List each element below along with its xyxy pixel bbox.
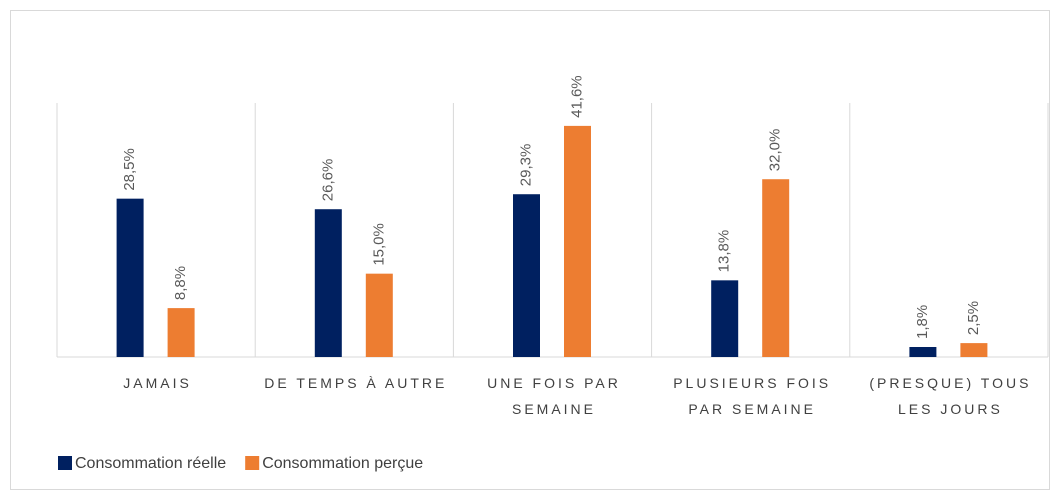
value-label: 32,0% [767, 129, 784, 172]
bar [762, 179, 790, 357]
legend-label: Consommation perçue [262, 455, 423, 472]
bar [365, 273, 393, 357]
x-tick-label: DE TEMPS À AUTRE [264, 375, 448, 391]
x-tick-label: UNE FOIS PAR SEMAINE [487, 375, 621, 417]
value-label: 1,8% [914, 305, 931, 339]
bar [116, 198, 144, 357]
bar [314, 209, 342, 357]
bar [513, 194, 540, 357]
value-label: 15,0% [370, 223, 387, 266]
legend-label: Consommation réelle [75, 455, 226, 472]
value-label: 26,6% [319, 159, 336, 202]
bar [167, 308, 195, 357]
bar [960, 343, 988, 357]
x-tick-label: PLUSIEURS FOIS PAR SEMAINE [673, 375, 832, 417]
bar [564, 125, 591, 357]
x-tick-label: JAMAIS [123, 375, 192, 391]
value-label: 2,5% [965, 301, 982, 335]
bar [909, 347, 937, 357]
x-tick-label: (PRESQUE) TOUS LES JOURS [869, 375, 1032, 417]
legend-swatch [58, 456, 72, 470]
value-label: 28,5% [121, 148, 138, 191]
bar [711, 280, 739, 357]
value-label: 8,8% [172, 266, 189, 300]
value-label: 29,3% [517, 144, 534, 187]
value-label: 13,8% [716, 230, 733, 273]
chart-border [10, 10, 1050, 490]
legend-swatch [245, 456, 260, 470]
value-label: 41,6% [568, 75, 585, 118]
